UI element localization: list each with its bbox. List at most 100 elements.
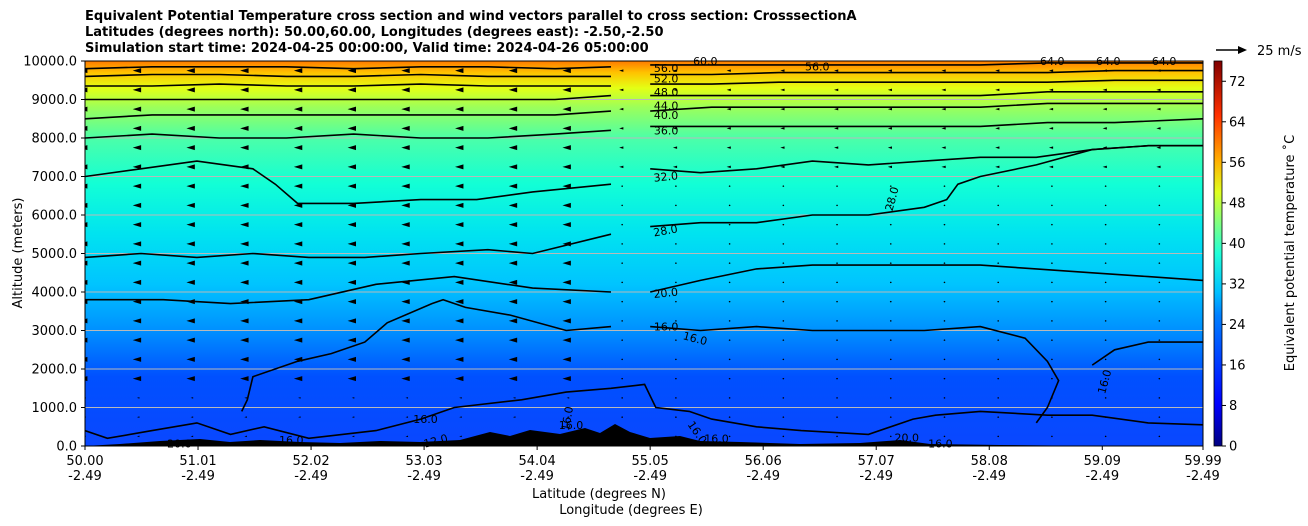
wind-vector xyxy=(132,164,142,170)
wind-vector-dot xyxy=(836,416,838,418)
wind-vector xyxy=(347,376,356,382)
wind-vector xyxy=(401,183,410,189)
wind-vector-dot xyxy=(782,281,785,284)
wind-vector xyxy=(834,165,839,169)
wind-vector xyxy=(619,107,624,111)
colorbar-tick-label: 32 xyxy=(1229,277,1246,292)
wind-vector-dot xyxy=(621,204,623,207)
wind-vector xyxy=(85,183,88,189)
contour-label: 48.0 xyxy=(654,86,679,99)
wind-vector xyxy=(190,397,194,399)
contour-line-16.0 xyxy=(1091,341,1203,366)
wind-vector-dot xyxy=(675,185,677,187)
wind-vector xyxy=(85,260,88,266)
wind-vector xyxy=(508,106,518,112)
wind-vector xyxy=(244,397,247,399)
colorbar-tick-label: 64 xyxy=(1229,115,1246,130)
wind-vector-dot xyxy=(728,262,731,264)
wind-vector xyxy=(85,106,88,112)
contour-line-48.0 xyxy=(650,79,1203,85)
contour-line-56.0 xyxy=(85,66,612,70)
colorbar-tick-label: 40 xyxy=(1229,237,1246,252)
wind-vector-dot xyxy=(836,300,838,303)
quiver-key-label: 25 m/s xyxy=(1257,44,1302,59)
wind-vector xyxy=(508,222,518,228)
x-tick-label-longitude: -2.49 xyxy=(859,469,893,484)
colorbar-frame xyxy=(1213,60,1223,447)
wind-vector-dot xyxy=(1158,185,1161,187)
wind-vector-dot xyxy=(782,243,785,245)
wind-vector-dot xyxy=(728,320,731,322)
contour-lines xyxy=(85,62,1203,440)
wind-vector xyxy=(780,165,785,169)
wind-vector xyxy=(619,69,624,72)
wind-vector xyxy=(186,356,195,362)
wind-vector-dot xyxy=(836,223,838,226)
wind-vector xyxy=(293,222,303,228)
wind-vector-dot xyxy=(782,435,785,438)
wind-vector xyxy=(566,397,570,399)
wind-vector xyxy=(455,202,464,208)
contour-line-16.0 xyxy=(650,325,1060,424)
wind-vector-dot xyxy=(1158,416,1161,418)
wind-vector xyxy=(455,145,464,151)
wind-vector-dot xyxy=(728,397,731,399)
wind-vector-dot xyxy=(621,377,623,380)
wind-vector xyxy=(240,356,249,362)
wind-vector-dot xyxy=(621,281,623,284)
wind-vector-dot xyxy=(943,320,946,322)
colorbar-tick-label: 72 xyxy=(1229,75,1246,90)
wind-vector xyxy=(562,299,571,305)
wind-vector-dot xyxy=(1158,243,1161,245)
contour-label: 40.0 xyxy=(654,109,679,122)
wind-vector xyxy=(401,68,410,74)
wind-vector-dot xyxy=(1104,243,1107,245)
x-axis: 50.00-2.4951.01-2.4952.02-2.4953.03-2.49… xyxy=(66,446,1222,484)
wind-vector-dot xyxy=(889,243,892,245)
wind-vector-dot xyxy=(943,397,946,399)
wind-vector xyxy=(941,88,946,92)
wind-vector xyxy=(240,376,249,382)
wind-vector xyxy=(562,183,571,189)
wind-vector xyxy=(455,337,464,343)
wind-vector xyxy=(455,68,464,74)
wind-vector xyxy=(619,146,624,149)
wind-vector xyxy=(132,337,142,343)
wind-vector xyxy=(401,241,410,247)
wind-vector-dot xyxy=(997,300,1000,303)
wind-vector-dot xyxy=(889,320,892,322)
wind-vector-dot xyxy=(943,281,946,284)
wind-vector xyxy=(780,88,785,92)
wind-vector xyxy=(401,87,410,93)
wind-vector xyxy=(132,222,142,228)
wind-vector xyxy=(240,222,249,228)
wind-vector-dot xyxy=(1051,339,1053,341)
chart-title-line-1: Equivalent Potential Temperature cross s… xyxy=(85,9,857,24)
wind-vector xyxy=(512,416,516,418)
x-tick-label-latitude: 55.05 xyxy=(632,454,669,469)
wind-vector-dot xyxy=(1051,262,1053,264)
wind-vector-dot xyxy=(1104,397,1107,399)
wind-vector-dot xyxy=(1158,223,1161,226)
wind-vector xyxy=(186,337,195,343)
wind-vector xyxy=(508,125,518,131)
wind-vector xyxy=(1156,127,1161,130)
wind-vector xyxy=(508,279,518,285)
wind-vector xyxy=(401,202,410,208)
wind-vector xyxy=(726,127,731,130)
wind-vector xyxy=(186,87,195,93)
wind-vector xyxy=(508,318,518,324)
wind-vector xyxy=(562,356,571,362)
contour-label: 16.0 xyxy=(704,432,729,445)
wind-vector xyxy=(85,145,88,151)
wind-vector-dot xyxy=(836,339,838,341)
wind-vector xyxy=(240,183,249,189)
wind-vector xyxy=(562,87,571,93)
contour-label: 28.0 xyxy=(883,185,902,212)
wind-vector xyxy=(401,318,410,324)
wind-vector xyxy=(240,145,249,151)
wind-vector xyxy=(726,69,731,72)
x-tick-label-latitude: 59.09 xyxy=(1084,454,1121,469)
wind-vector xyxy=(726,146,731,149)
wind-vector-dot xyxy=(782,377,785,380)
